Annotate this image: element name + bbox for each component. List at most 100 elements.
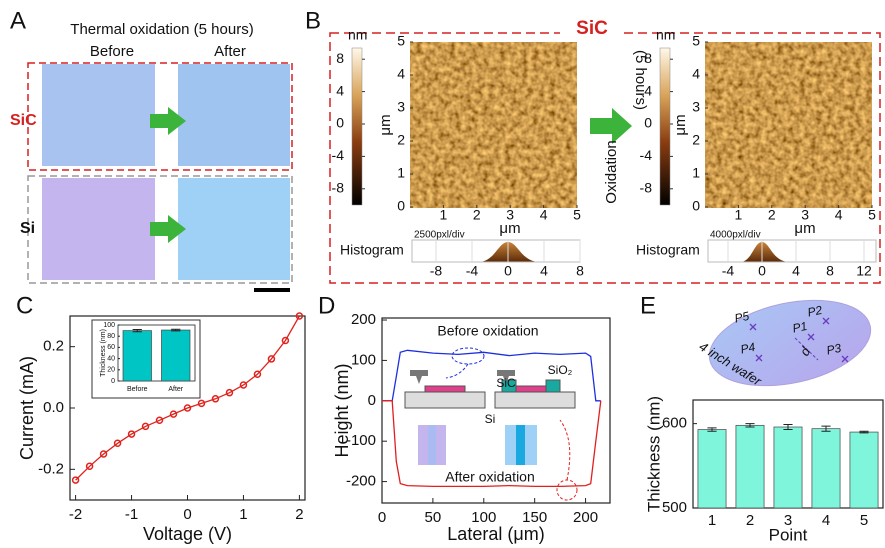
column-label: Before: [90, 43, 134, 60]
histogram-peak: [740, 242, 790, 262]
x-axis-label: μm: [499, 220, 520, 237]
colorbar: [660, 48, 670, 205]
y-tick-label: 0: [368, 392, 376, 409]
colorbar-tick-label: 0: [336, 115, 344, 131]
y-tick-label: 1: [692, 165, 700, 181]
y-tick-label: 3: [397, 99, 405, 115]
colorbar-unit: nm: [348, 27, 367, 43]
y-tick-label: 60: [107, 344, 115, 351]
histogram-box: [708, 240, 876, 262]
x-tick-label: 2: [295, 506, 303, 523]
y-tick-label: 3: [692, 99, 700, 115]
colorbar-tick-label: 8: [644, 50, 652, 66]
y-tick-label: 500: [662, 499, 687, 516]
x-tick-label: 100: [471, 509, 496, 526]
x-axis-label: Lateral (μm): [447, 524, 544, 544]
colorbar-tick-label: -4: [332, 147, 345, 163]
y-axis-label: Current (mA): [17, 356, 37, 460]
x-tick-label: 0: [183, 506, 191, 523]
x-axis-label: μm: [794, 220, 815, 237]
histogram-label: Histogram: [636, 242, 700, 258]
histogram-scale: 4000pxl/div: [710, 230, 761, 241]
afm-image: [705, 42, 872, 208]
panel-label: A: [10, 7, 26, 34]
row-label: SiC: [10, 112, 37, 129]
x-tick-label: 1: [708, 512, 716, 529]
panel-label: D: [318, 292, 335, 319]
x-tick-label: 0: [378, 509, 386, 526]
x-tick-label: -2: [69, 506, 82, 523]
panel-title: SiC: [576, 18, 608, 39]
histogram-tick-label: -4: [722, 263, 735, 279]
x-tick-label: -1: [125, 506, 138, 523]
y-tick-label: 0: [692, 198, 700, 214]
histogram-tick-label: 4: [792, 263, 800, 279]
y-tick-label: 5: [397, 33, 405, 49]
y-tick-label: 2: [692, 132, 700, 148]
colorbar-unit: nm: [656, 27, 675, 43]
si-after-image: [178, 178, 290, 280]
colorbar-tick-label: 0: [644, 115, 652, 131]
bar: [850, 432, 878, 508]
y-tick-label: 1: [397, 165, 405, 181]
y-axis-label: Thickness (nm): [644, 396, 663, 512]
bar: [812, 429, 840, 508]
panel-title: Thermal oxidation (5 hours): [70, 21, 253, 38]
row-label: Si: [20, 220, 35, 237]
arrow: [590, 108, 632, 144]
x-tick-label: 1: [440, 207, 448, 223]
x-tick-label: 150: [522, 509, 547, 526]
column-label: After: [214, 43, 246, 60]
y-axis-label: μm: [672, 114, 689, 135]
si-before-image: [42, 178, 155, 280]
y-tick-label: 80: [107, 333, 115, 340]
panel-label: C: [16, 292, 33, 319]
colorbar-tick-label: -8: [640, 180, 653, 196]
y-tick-label: 2: [397, 132, 405, 148]
schematic-label: SiO₂: [548, 363, 573, 377]
colorbar-tick-label: 4: [644, 82, 652, 98]
y-axis-label: Thickness (nm): [100, 329, 107, 377]
y-tick-label: -0.2: [38, 460, 64, 477]
y-tick-label: 0: [111, 378, 115, 385]
y-tick-label: -200: [346, 473, 376, 490]
y-tick-label: 100: [103, 322, 115, 329]
x-tick-label: 5: [868, 207, 876, 223]
y-axis-label: Height (nm): [332, 363, 352, 457]
bar: [698, 430, 726, 508]
scale-bar: [254, 288, 290, 292]
y-tick-label: 600: [662, 415, 687, 432]
afm-image: [410, 42, 577, 208]
figure: A Thermal oxidation (5 hours) Before After S…: [0, 0, 885, 548]
x-tick-label: 1: [239, 506, 247, 523]
histogram-tick-label: 4: [540, 263, 548, 279]
x-tick-label: 1: [735, 207, 743, 223]
x-tick-label: 5: [860, 512, 868, 529]
wafer: [701, 287, 878, 399]
page: A Thermal oxidation (5 hours) Before After S…: [0, 0, 885, 548]
x-tick-label: 2: [473, 207, 481, 223]
schematic-label: Si: [485, 412, 496, 426]
histogram-peak: [478, 242, 540, 262]
y-tick-label: 5: [692, 33, 700, 49]
y-tick-label: 200: [351, 311, 376, 328]
x-tick-label: 4: [540, 207, 548, 223]
series-label: After oxidation: [445, 469, 535, 485]
y-tick-label: 0: [397, 198, 405, 214]
sic-before-image: [42, 64, 155, 166]
sic-after-image: [178, 64, 290, 166]
histogram-label: Histogram: [340, 242, 404, 258]
y-tick-label: 0.2: [43, 338, 64, 355]
x-tick-label: 2: [746, 512, 754, 529]
colorbar-tick-label: 8: [336, 50, 344, 66]
colorbar: [352, 48, 362, 205]
bar: [162, 330, 190, 381]
y-tick-label: 20: [107, 367, 115, 374]
y-tick-label: 4: [397, 66, 405, 82]
x-tick-label: 2: [768, 207, 776, 223]
y-tick-label: 0.0: [43, 399, 64, 416]
x-tick-label: 4: [835, 207, 843, 223]
y-axis-label: μm: [377, 114, 394, 135]
x-tick-label: 50: [425, 509, 442, 526]
histogram-tick-label: -4: [466, 263, 479, 279]
